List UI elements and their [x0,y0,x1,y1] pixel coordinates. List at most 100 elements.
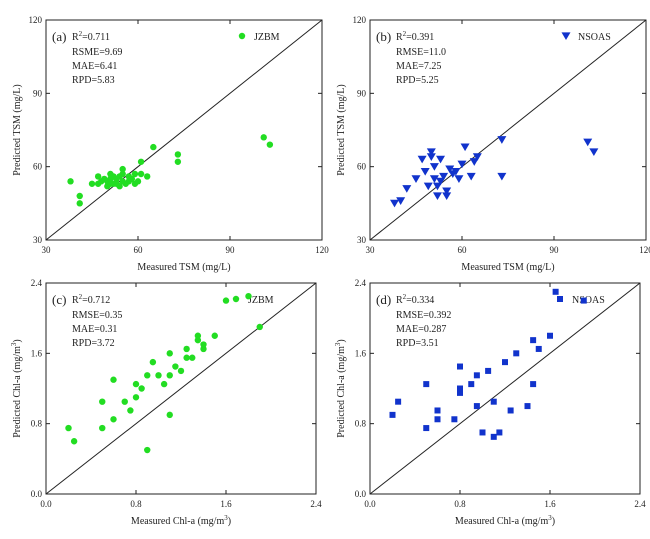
x-tick-label: 1.6 [544,499,556,509]
panel-b: 30 60 90 120 30 60 90 120 Measured TSM (mg/L) Pre… [336,15,650,273]
y-axis-label: Predicted TSM (mg/L) [336,84,347,175]
x-tick-label: 2.4 [310,499,322,509]
y-tick-label: 0.8 [355,419,367,429]
data-point [166,372,173,379]
data-point [131,170,139,178]
data-point [144,446,151,454]
x-tick-label: 120 [315,245,329,255]
data-point [266,141,274,148]
x-axis-label: Measured Chl-a (mg/m3) [131,514,231,527]
data-point [436,177,446,186]
panel-d: 0.0 0.8 1.6 2.4 0.0 0.8 1.6 2.4 Measured Chl-a (… [334,278,646,527]
stat-label: RPD=5.83 [72,75,115,86]
r-squared-label: R2=0.391 [396,30,434,43]
data-point [496,429,503,436]
data-point [245,292,252,300]
y-tick-label: 1.6 [31,348,43,358]
data-point [222,297,230,304]
y-axis-label: Predicted Chl-a (mg/m3) [10,339,23,438]
data-point [70,438,78,445]
stat-label: MAE=7.25 [396,61,441,72]
plot-frame [369,282,641,495]
data-point [132,394,140,401]
data-point [128,175,136,183]
data-point [460,143,470,152]
data-point [530,337,537,344]
x-tick-label: 0.0 [40,499,52,509]
data-point [260,134,267,141]
data-point [417,155,427,164]
data-point [451,416,458,423]
data-point [110,416,117,423]
data-point [65,424,72,432]
stat-label: RMSE=0.35 [72,310,122,321]
data-point [94,173,102,180]
data-point [442,192,452,201]
data-point [490,398,497,405]
data-point [589,148,599,157]
data-point [160,380,168,388]
stat-label: RSME=9.69 [72,47,122,58]
data-point [426,148,436,157]
x-tick-label: 120 [639,245,650,255]
y-tick-label: 60 [33,162,43,172]
data-point [166,411,173,419]
data-point [457,389,463,396]
y-tick-label: 2.4 [31,278,43,288]
data-point [390,199,400,208]
stat-label: RPD=3.72 [72,338,115,349]
data-point [99,424,106,432]
stat-label: RPD=3.51 [396,338,439,349]
r-squared-label: R2=0.712 [72,293,110,306]
data-point [144,372,151,379]
data-point [88,180,96,187]
one-to-one-line [369,19,647,241]
stat-label: MAE=6.41 [72,61,117,72]
data-point [99,398,106,405]
data-point [137,158,145,165]
data-point [121,398,128,405]
y-tick-label: 1.6 [355,348,367,358]
x-tick-label: 0.8 [454,499,466,509]
data-point [116,183,123,190]
data-point [402,185,412,193]
r-squared-label: R2=0.711 [72,30,110,43]
data-point [468,381,475,388]
data-point [194,336,202,344]
data-point [497,136,507,144]
x-tick-label: 60 [458,245,468,255]
data-point [110,376,117,383]
x-tick-label: 2.4 [634,499,646,509]
data-point [389,411,396,418]
data-point [76,200,83,207]
data-point [423,182,433,191]
y-tick-label: 120 [29,15,43,25]
one-to-one-line [45,282,317,495]
data-point [473,403,480,410]
x-tick-label: 30 [366,245,376,255]
data-point [150,143,157,151]
panel-letter: (d) [376,292,391,307]
x-tick-label: 0.0 [364,499,376,509]
data-point [149,358,157,366]
y-tick-label: 0.8 [31,419,43,429]
r-squared-label: R2=0.334 [396,293,434,306]
data-point [138,385,145,392]
data-point [256,323,263,331]
data-point [439,172,449,181]
y-tick-label: 0.0 [31,489,43,499]
data-point [183,354,190,361]
legend-marker [232,295,240,303]
data-point [76,192,83,200]
legend-label: NSOAS [578,32,611,43]
x-tick-label: 90 [226,245,236,255]
x-tick-label: 60 [134,245,144,255]
data-point [507,407,514,414]
legend-marker [561,32,571,41]
data-point [472,153,482,161]
y-tick-label: 2.4 [355,278,367,288]
data-point [155,372,162,379]
data-point [134,178,142,185]
data-point [420,167,430,176]
